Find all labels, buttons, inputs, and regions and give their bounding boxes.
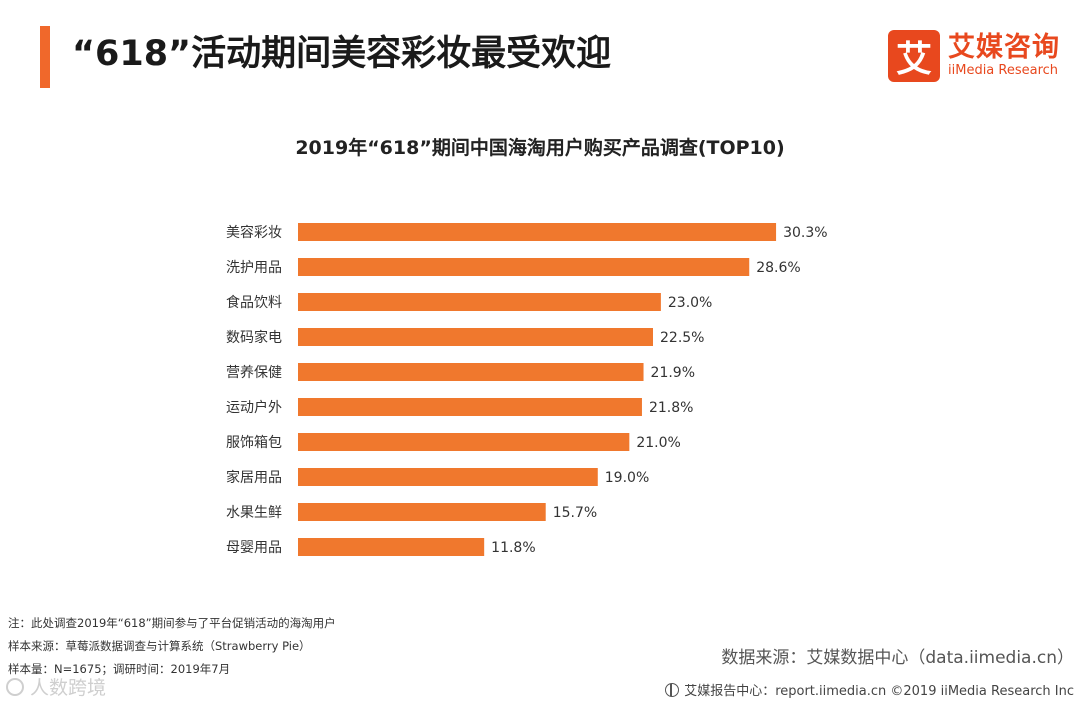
sample-size: 样本量：N=1675；调研时间：2019年7月 bbox=[8, 662, 231, 676]
bar bbox=[298, 398, 642, 416]
page-title: “618”活动期间美容彩妆最受欢迎 bbox=[72, 34, 612, 74]
data-source: 数据来源：艾媒数据中心（data.iimedia.cn） bbox=[721, 648, 1074, 668]
category-label: 美容彩妆 bbox=[226, 224, 282, 241]
category-label: 母婴用品 bbox=[226, 540, 282, 556]
footer-text: 艾媒报告中心：report.iimedia.cn ©2019 iiMedia R… bbox=[684, 684, 1074, 699]
logo-mark: 艾 bbox=[888, 30, 940, 82]
category-label: 营养保健 bbox=[226, 365, 282, 381]
category-label: 食品饮料 bbox=[226, 294, 282, 311]
iimedia-logo: 艾 艾媒咨询 iiMedia Research bbox=[888, 30, 1060, 82]
value-label: 21.0% bbox=[636, 435, 680, 451]
title-accent-bar bbox=[40, 26, 50, 88]
report-footer: 艾媒报告中心：report.iimedia.cn ©2019 iiMedia R… bbox=[665, 680, 1074, 699]
value-label: 15.7% bbox=[553, 505, 597, 521]
category-label: 水果生鲜 bbox=[226, 505, 282, 521]
bar bbox=[298, 538, 485, 556]
logo-text: 艾媒咨询 iiMedia Research bbox=[948, 33, 1060, 79]
value-label: 28.6% bbox=[756, 260, 800, 276]
bar bbox=[298, 363, 644, 381]
value-label: 22.5% bbox=[660, 330, 704, 346]
value-label: 11.8% bbox=[491, 540, 535, 556]
value-label: 23.0% bbox=[668, 295, 712, 311]
value-label: 21.8% bbox=[649, 400, 693, 416]
watermark-text: 人数跨境 bbox=[30, 677, 107, 699]
logo-english-name: iiMedia Research bbox=[948, 63, 1059, 78]
bar bbox=[298, 328, 653, 346]
bar bbox=[298, 433, 630, 451]
category-label: 家居用品 bbox=[226, 469, 282, 486]
value-label: 21.9% bbox=[651, 365, 695, 381]
value-label: 19.0% bbox=[605, 470, 649, 486]
chart-title: 2019年“618”期间中国海淘用户购买产品调查(TOP10) bbox=[295, 137, 785, 159]
category-label: 服饰箱包 bbox=[226, 435, 282, 451]
bar bbox=[298, 293, 661, 311]
bar bbox=[298, 503, 546, 521]
value-label: 30.3% bbox=[783, 225, 827, 241]
chart-notes: 注：此处调查2019年“618”期间参与了平台促销活动的海淘用户 样本来源：草莓… bbox=[8, 612, 336, 681]
bar bbox=[298, 258, 750, 276]
watermark-logo-icon bbox=[6, 677, 24, 696]
bar bbox=[298, 468, 598, 486]
category-label: 洗护用品 bbox=[226, 260, 282, 276]
category-label: 运动户外 bbox=[226, 399, 282, 416]
logo-chinese-name: 艾媒咨询 bbox=[948, 32, 1060, 63]
bar bbox=[298, 223, 777, 241]
category-label: 数码家电 bbox=[226, 329, 282, 346]
watermark: 人数跨境 bbox=[6, 673, 106, 700]
globe-icon bbox=[665, 682, 680, 697]
survey-note: 注：此处调查2019年“618”期间参与了平台促销活动的海淘用户 bbox=[8, 616, 336, 630]
sample-source: 样本来源：草莓派数据调查与计算系统（Strawberry Pie） bbox=[8, 639, 311, 653]
